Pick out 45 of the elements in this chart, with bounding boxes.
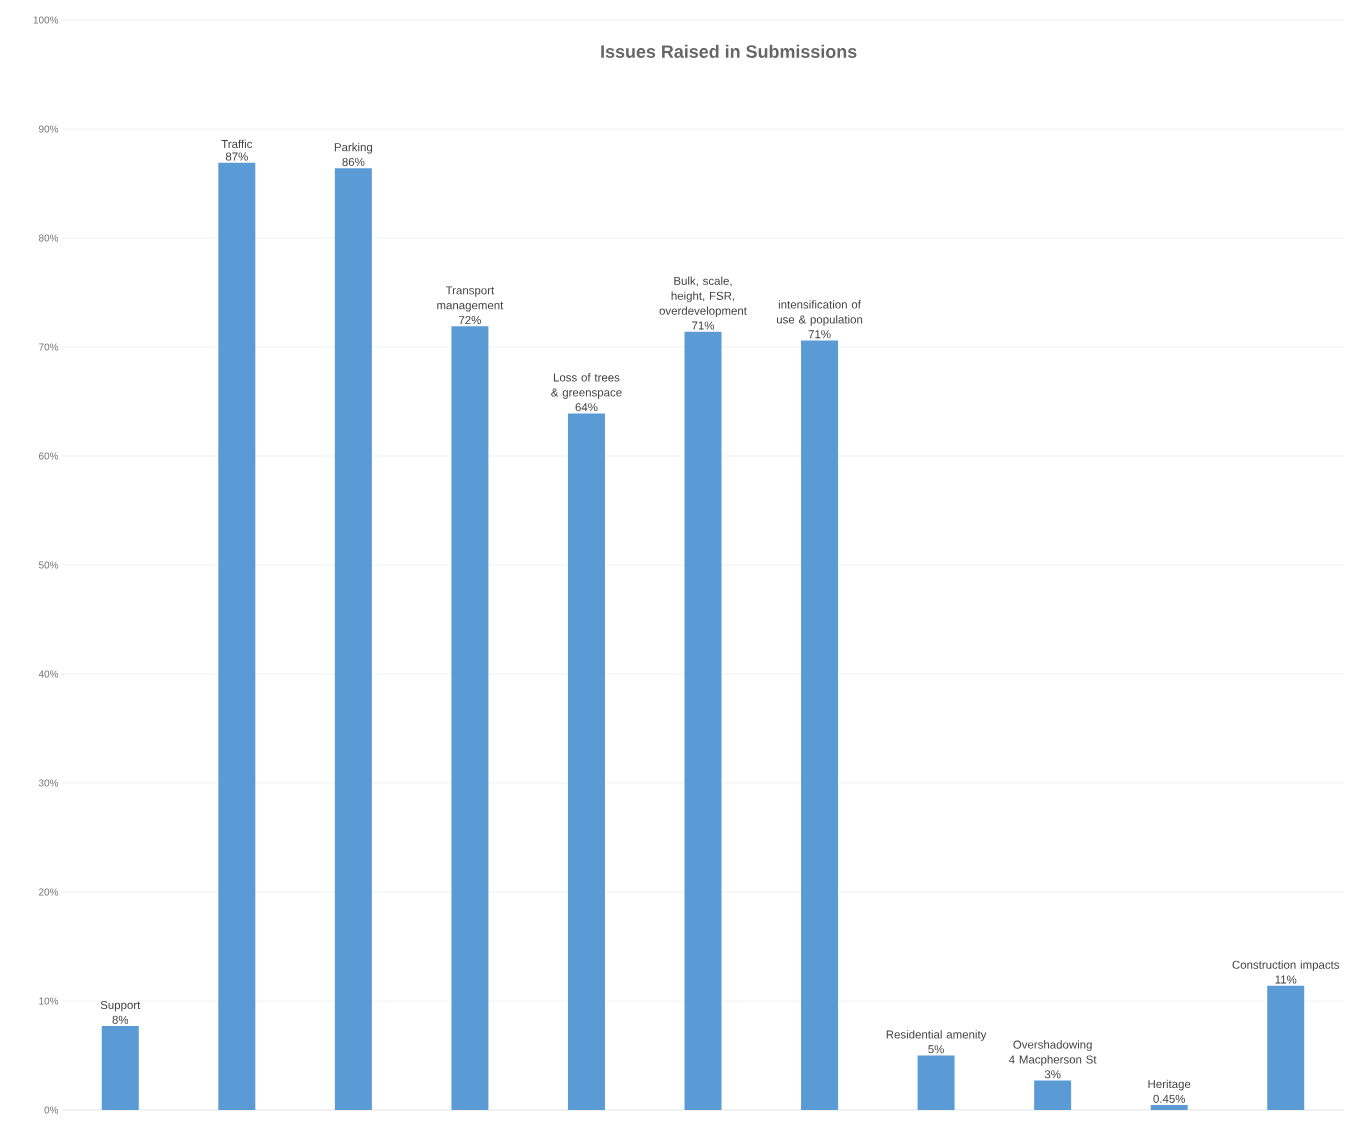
data-label: 11% bbox=[1275, 975, 1297, 984]
bar bbox=[684, 331, 722, 1110]
bar bbox=[334, 168, 372, 1110]
data-label: 87% bbox=[225, 152, 248, 161]
data-label: 86% bbox=[342, 157, 365, 167]
x-tick-label: Parking bbox=[334, 142, 373, 154]
bar bbox=[917, 1055, 955, 1110]
bar bbox=[1150, 1105, 1188, 1110]
x-tick-label: intensification of use & population bbox=[776, 300, 863, 326]
x-tick-label: Heritage bbox=[1148, 1079, 1191, 1091]
bar bbox=[1034, 1080, 1072, 1110]
data-label: 71% bbox=[692, 321, 715, 330]
data-label: 5% bbox=[928, 1045, 944, 1054]
y-tick-label: 90% bbox=[39, 125, 59, 133]
y-tick-label: 20% bbox=[39, 888, 59, 896]
y-tick-label: 60% bbox=[39, 452, 59, 460]
bar bbox=[567, 413, 605, 1110]
x-tick-label: Overshadowing 4 Macpherson St bbox=[1008, 1040, 1097, 1066]
y-tick-label: 50% bbox=[38, 561, 59, 569]
bar bbox=[451, 326, 489, 1110]
x-tick-label: Transport management bbox=[437, 286, 504, 312]
x-tick-label: Support bbox=[100, 1000, 141, 1012]
bar bbox=[101, 1026, 139, 1110]
x-tick-label: Loss of trees & greenspace bbox=[551, 373, 622, 399]
y-tick-label: 100% bbox=[33, 16, 59, 24]
y-tick-label: 40% bbox=[38, 670, 59, 678]
bar bbox=[1267, 985, 1305, 1110]
text: Issues Raised in Submissions bbox=[601, 44, 857, 58]
data-label: 64% bbox=[575, 403, 598, 412]
bar bbox=[801, 340, 839, 1110]
x-tick-label: Bulk, scale, height, FSR, overdevelopment bbox=[659, 276, 747, 318]
data-label: 8% bbox=[112, 1015, 129, 1024]
y-tick-label: 80% bbox=[38, 234, 59, 242]
data-label: 71% bbox=[808, 330, 831, 339]
x-tick-label: Residential amenity bbox=[886, 1030, 987, 1041]
bar bbox=[218, 162, 256, 1110]
y-tick-label: 30% bbox=[38, 779, 59, 787]
y-tick-label: 0% bbox=[44, 1106, 59, 1114]
x-tick-label: Construction impacts bbox=[1232, 960, 1340, 972]
data-label: 72% bbox=[459, 316, 481, 325]
data-label: 3% bbox=[1044, 1070, 1061, 1079]
y-tick-label: 10% bbox=[39, 997, 59, 1005]
x-tick-label: Traffic bbox=[221, 139, 253, 149]
data-label: 0.45% bbox=[1153, 1094, 1186, 1103]
y-tick-label: 70% bbox=[39, 343, 59, 351]
